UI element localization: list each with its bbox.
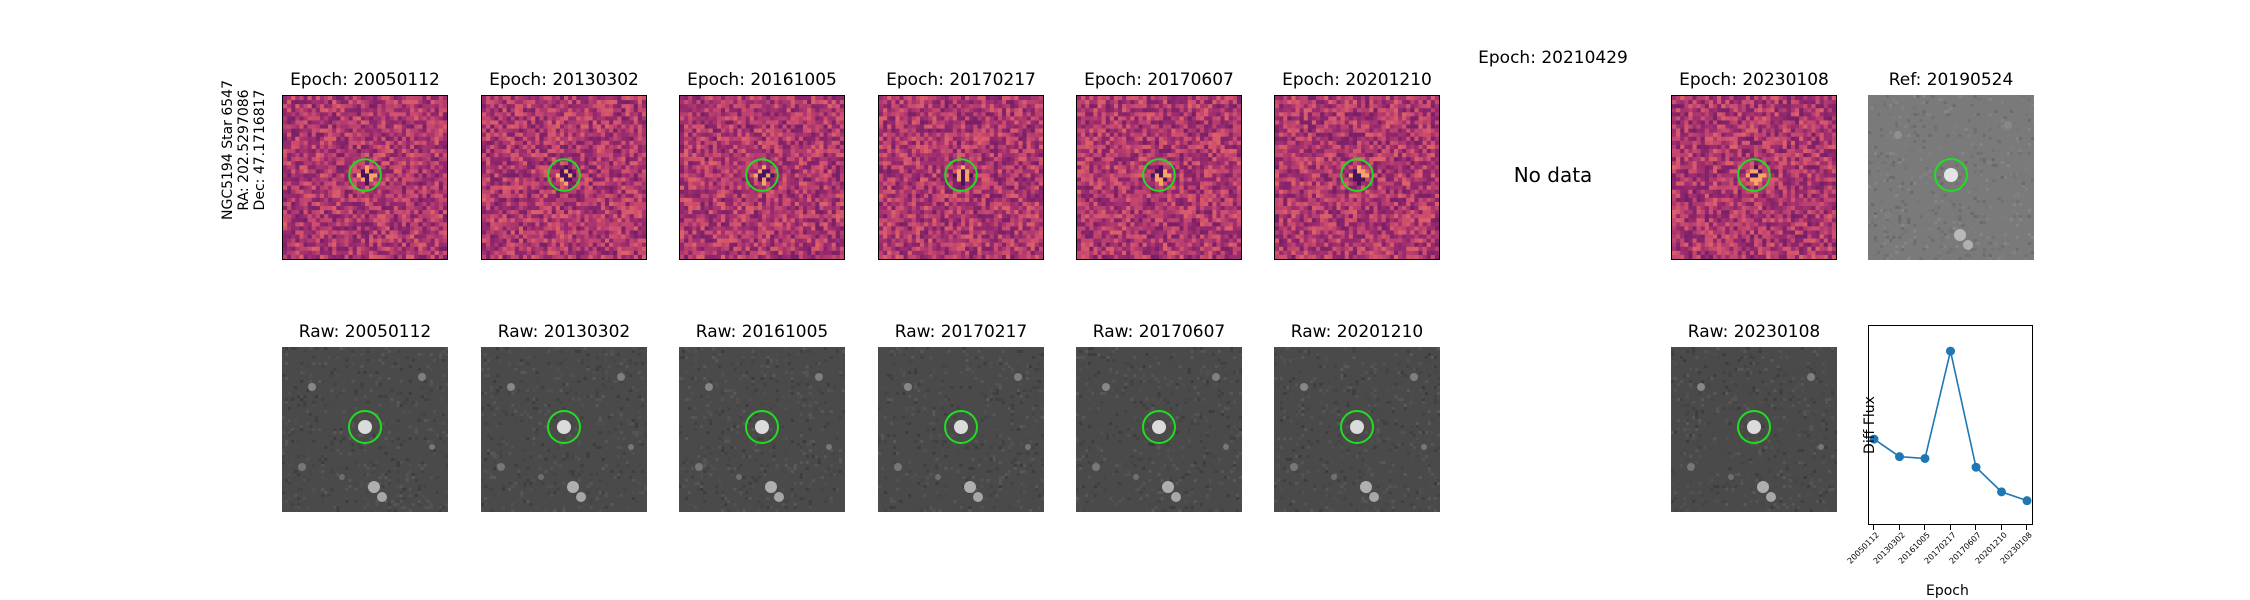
target-marker-circle — [1737, 158, 1771, 192]
x-tick-mark — [1975, 525, 1976, 530]
target-marker-circle — [1142, 410, 1176, 444]
ref-image — [1868, 95, 2034, 260]
raw-title-5: Raw: 20201210 — [1290, 322, 1424, 342]
diff-image-7 — [1671, 95, 1837, 260]
diff-title-6: Epoch: 20210429 — [1478, 48, 1628, 68]
target-marker-circle — [1142, 158, 1176, 192]
diff-title-1: Epoch: 20130302 — [489, 70, 639, 90]
lightcurve-line — [1873, 350, 2028, 502]
target-name: NGC5194 Star 6547 — [220, 80, 236, 220]
x-tick-mark — [2000, 525, 2002, 530]
target-marker-circle — [1340, 410, 1374, 444]
diff-title-7: Epoch: 20230108 — [1679, 70, 1829, 90]
target-marker-circle — [547, 410, 581, 444]
y-axis-title: Diff Flux — [1861, 396, 1878, 454]
x-tick-mark — [1924, 525, 1925, 530]
lightcurve-point — [1869, 434, 1879, 444]
target-marker-circle — [348, 158, 382, 192]
lightcurve-point — [1920, 453, 1930, 463]
raw-title-6: Raw: 20230108 — [1687, 322, 1821, 342]
ref-title: Ref: 20190524 — [1888, 70, 2014, 90]
lightcurve-chart — [1868, 325, 2033, 525]
raw-title-1: Raw: 20130302 — [497, 322, 631, 342]
lightcurve-point — [2022, 496, 2032, 506]
raw-title-3: Raw: 20170217 — [894, 322, 1028, 342]
lightcurve-plot — [1869, 346, 2032, 506]
x-axis-title: Epoch — [1926, 583, 1969, 599]
raw-image-2 — [679, 347, 845, 512]
diff-title-5: Epoch: 20201210 — [1282, 70, 1432, 90]
x-tick-mark — [1898, 525, 1900, 530]
target-marker-circle — [348, 410, 382, 444]
diff-image-5 — [1274, 95, 1440, 260]
raw-image-4 — [1076, 347, 1242, 512]
target-marker-circle — [944, 410, 978, 444]
x-tick-mark — [1873, 525, 1874, 530]
x-tick-mark — [1949, 525, 1951, 530]
target-marker-circle — [1340, 158, 1374, 192]
lightcurve-point — [1971, 462, 1981, 472]
diff-image-4 — [1076, 95, 1242, 260]
target-marker-circle — [1934, 158, 1968, 192]
lightcurve-point — [1946, 346, 1955, 356]
raw-title-0: Raw: 20050112 — [298, 322, 432, 342]
diff-image-3 — [878, 95, 1044, 260]
target-marker-circle — [944, 158, 978, 192]
target-marker-circle — [1737, 410, 1771, 444]
raw-title-4: Raw: 20170607 — [1092, 322, 1226, 342]
diff-image-1 — [481, 95, 647, 260]
diff-title-3: Epoch: 20170217 — [886, 70, 1036, 90]
target-marker-circle — [745, 410, 779, 444]
diff-title-4: Epoch: 20170607 — [1084, 70, 1234, 90]
target-marker-circle — [547, 158, 581, 192]
raw-image-5 — [1274, 347, 1440, 512]
no-data-label: No data — [1513, 163, 1593, 187]
lightcurve-point — [1997, 487, 2006, 497]
raw-image-0 — [282, 347, 448, 512]
target-ra: RA: 202.5297086 — [236, 89, 252, 211]
diff-image-0 — [282, 95, 448, 260]
diff-image-2 — [679, 95, 845, 260]
target-marker-circle — [745, 158, 779, 192]
raw-title-2: Raw: 20161005 — [695, 322, 829, 342]
lightcurve-point — [1895, 452, 1904, 462]
diff-title-0: Epoch: 20050112 — [290, 70, 440, 90]
raw-image-3 — [878, 347, 1044, 512]
raw-image-1 — [481, 347, 647, 512]
x-tick-mark — [2026, 525, 2027, 530]
target-dec: Dec: 47.1716817 — [252, 89, 268, 211]
diff-title-2: Epoch: 20161005 — [687, 70, 837, 90]
raw-image-6 — [1671, 347, 1837, 512]
